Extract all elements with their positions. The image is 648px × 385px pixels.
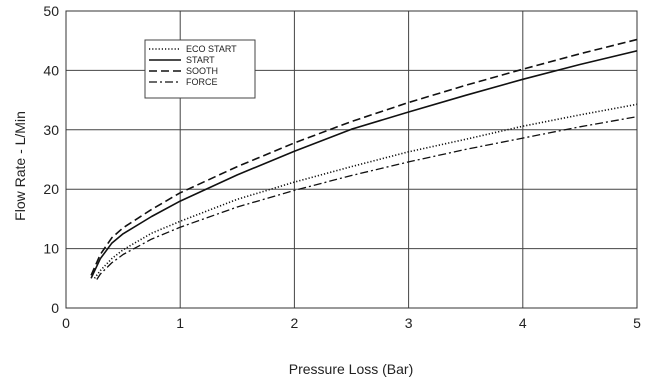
legend-label: FORCE: [186, 77, 218, 87]
y-axis-ticks: 0 10 20 30 40 50: [43, 3, 59, 316]
y-tick-label: 30: [43, 122, 59, 138]
x-axis-ticks: 0 1 2 3 4 5: [62, 315, 641, 331]
y-axis-label: Flow Rate - L/Min: [12, 111, 28, 221]
y-tick-label: 50: [43, 3, 59, 19]
x-tick-label: 2: [291, 315, 299, 331]
y-tick-label: 0: [51, 300, 59, 316]
series-eco-start: [93, 103, 638, 279]
legend-box: [144, 39, 256, 99]
plot-area: [65, 10, 638, 309]
x-axis-label: Pressure Loss (Bar): [289, 361, 413, 377]
legend-label: ECO START: [186, 44, 237, 54]
y-tick-label: 10: [43, 241, 59, 257]
legend-label: SOOTH: [186, 66, 218, 76]
series-sooth: [90, 38, 638, 276]
x-tick-label: 5: [633, 315, 641, 331]
series-start: [90, 50, 638, 279]
y-tick-label: 20: [43, 181, 59, 197]
series-force: [96, 116, 638, 280]
series-lines: [90, 38, 638, 280]
x-tick-label: 1: [176, 315, 184, 331]
x-tick-label: 4: [519, 315, 527, 331]
legend-label: START: [186, 55, 215, 65]
y-tick-label: 40: [43, 62, 59, 78]
x-tick-label: 3: [405, 315, 413, 331]
x-tick-label: 0: [62, 315, 70, 331]
